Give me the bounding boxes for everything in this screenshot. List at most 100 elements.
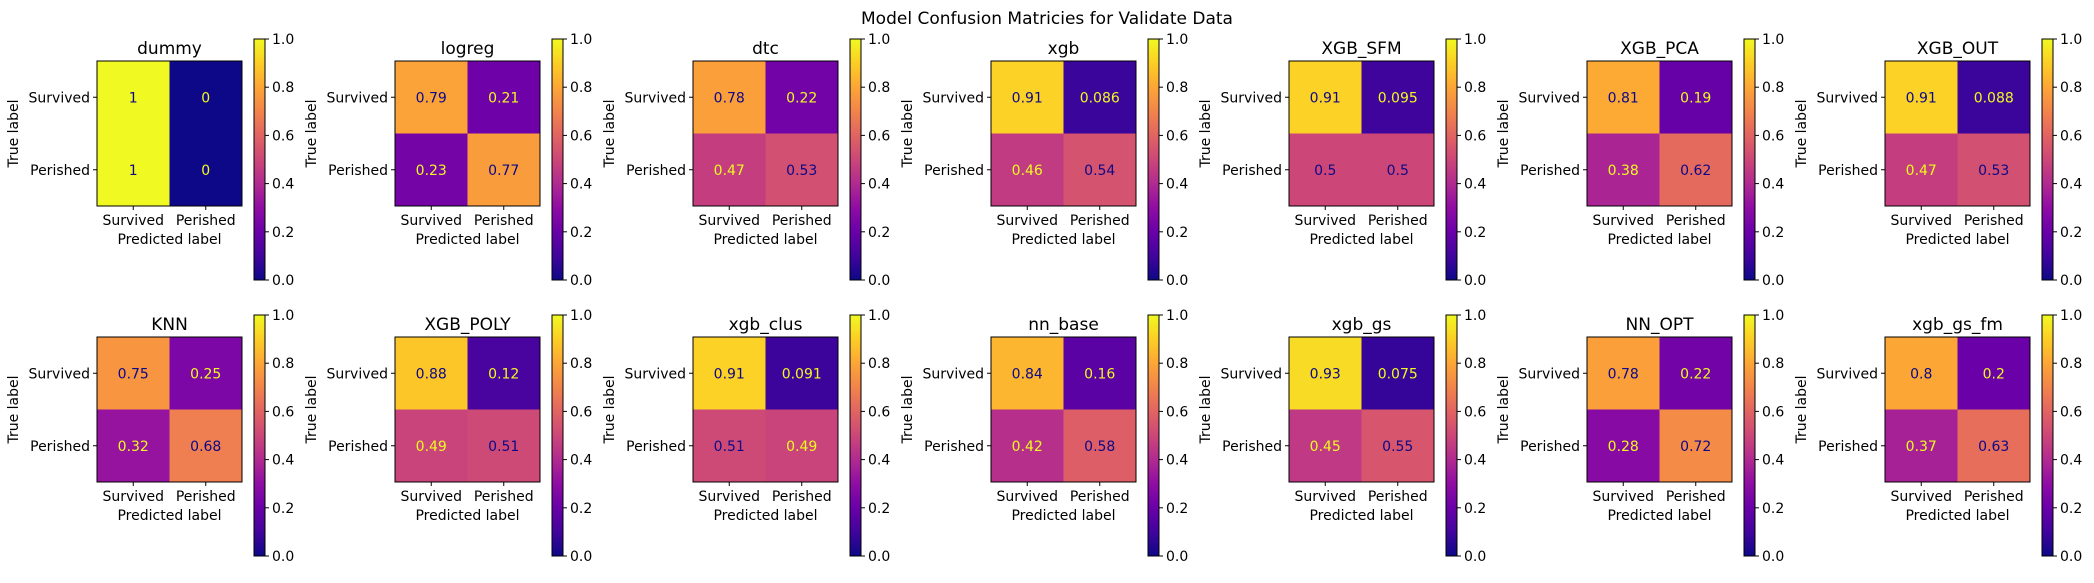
y-tick-label: Survived	[29, 366, 90, 382]
matrix-cell	[395, 133, 468, 206]
confusion-matrix-panel: KNN 0.75 0.25 0.32 0.68 Survived Perished Survi…	[6, 308, 294, 565]
cell-value-label: 0.68	[190, 439, 221, 455]
matrix-cell	[991, 337, 1064, 410]
colorbar	[253, 38, 266, 281]
panel-title: dtc	[752, 39, 779, 59]
colorbar-tick-label: 0.6	[272, 404, 294, 420]
x-tick-label: Perished	[772, 489, 832, 505]
colorbar-tick-label: 0.0	[272, 273, 294, 289]
colorbar-tick-label: 0.4	[1762, 453, 1784, 469]
colorbar-tick-label: 1.0	[1166, 308, 1188, 324]
x-tick-label: Perished	[1964, 213, 2024, 229]
matrix-frame	[1586, 60, 1733, 207]
cell-value-label: 0.42	[1012, 439, 1043, 455]
y-tick-label: Perished	[626, 439, 686, 455]
colorbar-tick-label: 0.6	[1464, 128, 1486, 144]
colorbar-tick-label: 0.6	[1762, 404, 1784, 420]
matrix-cell	[1659, 337, 1732, 410]
cell-value-label: 0.58	[1084, 439, 1115, 455]
colorbar-tick-label: 0.2	[868, 225, 890, 241]
y-axis-label: True label	[1794, 99, 1810, 168]
x-axis-label: Predicted label	[1607, 508, 1711, 524]
colorbar-tick-label: 0.4	[272, 453, 294, 469]
y-tick-label: Survived	[1221, 366, 1282, 382]
confusion-matrix-panel: XGB_PCA 0.81 0.19 0.38 0.62 Survived Perished S…	[1496, 32, 1784, 289]
cell-value-label: 0.55	[1382, 439, 1413, 455]
colorbar-tick-label: 0.8	[2060, 80, 2082, 96]
matrix-cell	[1063, 337, 1136, 410]
x-tick-label: Survived	[1295, 213, 1356, 229]
matrix-cell	[1063, 133, 1136, 206]
colorbar-tick-label: 0.8	[1464, 356, 1486, 372]
confusion-matrix-panel: xgb_gs_fm 0.8 0.2 0.37 0.63 Survived Perished S…	[1794, 308, 2082, 565]
y-tick-label: Perished	[328, 439, 388, 455]
colorbar	[1147, 314, 1160, 557]
colorbar	[551, 314, 564, 557]
cell-value-label: 0.49	[786, 439, 817, 455]
x-axis-label: Predicted label	[713, 232, 817, 248]
cell-value-label: 0.088	[1974, 90, 2014, 106]
colorbar	[551, 38, 564, 281]
matrix-cell	[395, 337, 468, 410]
y-axis-label: True label	[602, 99, 618, 168]
cell-value-label: 0.5	[1387, 163, 1409, 179]
colorbar	[1147, 38, 1160, 281]
y-tick-label: Perished	[924, 439, 984, 455]
colorbar-tick-label: 0.6	[868, 404, 890, 420]
matrix-cell	[169, 337, 242, 410]
cell-value-label: 0.091	[782, 366, 822, 382]
x-tick-label: Perished	[1070, 489, 1130, 505]
x-tick-label: Perished	[1666, 489, 1726, 505]
x-tick-label: Perished	[176, 213, 236, 229]
x-axis-label: Predicted label	[415, 232, 519, 248]
y-axis-label: True label	[900, 375, 916, 444]
y-axis-label: True label	[6, 375, 22, 444]
matrix-cell	[991, 409, 1064, 482]
y-tick-label: Perished	[1818, 163, 1878, 179]
panel-title: XGB_PCA	[1620, 39, 1699, 59]
colorbar-tick-label: 1.0	[868, 308, 890, 324]
y-axis-label: True label	[900, 99, 916, 168]
panel-title: NN_OPT	[1626, 315, 1695, 335]
cell-value-label: 0.47	[714, 163, 745, 179]
colorbar-tick-label: 0.8	[1762, 80, 1784, 96]
matrix-cell	[1885, 409, 1958, 482]
matrix-cell	[765, 133, 838, 206]
confusion-matrix-panel: dtc 0.78 0.22 0.47 0.53 Survived Perished Survi…	[602, 32, 890, 289]
cell-value-label: 0.12	[488, 366, 519, 382]
matrix-frame	[1884, 60, 2031, 207]
panel-title: XGB_OUT	[1917, 39, 1999, 59]
colorbar	[1743, 38, 1756, 281]
colorbar-tick-label: 0.6	[272, 128, 294, 144]
x-tick-label: Survived	[1295, 489, 1356, 505]
cell-value-label: 0.91	[714, 366, 745, 382]
matrix-frame	[96, 336, 243, 483]
colorbar-tick-label: 1.0	[1464, 308, 1486, 324]
matrix-cell	[1885, 61, 1958, 134]
colorbar	[2041, 314, 2054, 557]
matrix-cell	[467, 409, 540, 482]
matrix-cell	[693, 409, 766, 482]
colorbar-tick-label: 0.8	[570, 356, 592, 372]
confusion-matrix-panel: nn_base 0.84 0.16 0.42 0.58 Survived Perished S…	[900, 308, 1188, 565]
y-tick-label: Perished	[1222, 439, 1282, 455]
confusion-matrix-panel: logreg 0.79 0.21 0.23 0.77 Survived Perished Su…	[304, 32, 592, 289]
colorbar-tick-label: 0.2	[272, 225, 294, 241]
x-tick-label: Survived	[1891, 489, 1952, 505]
matrix-cell	[1659, 409, 1732, 482]
colorbar-tick-label: 0.4	[272, 177, 294, 193]
matrix-cell	[1361, 337, 1434, 410]
cell-value-label: 0.51	[488, 439, 519, 455]
y-tick-label: Perished	[924, 163, 984, 179]
cell-value-label: 0.5	[1314, 163, 1336, 179]
matrix-cell	[395, 61, 468, 134]
x-tick-label: Survived	[1593, 213, 1654, 229]
x-tick-label: Survived	[997, 489, 1058, 505]
cell-value-label: 0.91	[1012, 90, 1043, 106]
cell-value-label: 0.54	[1084, 163, 1115, 179]
matrix-cell	[169, 133, 242, 206]
colorbar-tick-label: 0.2	[272, 501, 294, 517]
matrix-cell	[1587, 409, 1660, 482]
y-axis-label: True label	[602, 375, 618, 444]
matrix-cell	[1885, 133, 1958, 206]
